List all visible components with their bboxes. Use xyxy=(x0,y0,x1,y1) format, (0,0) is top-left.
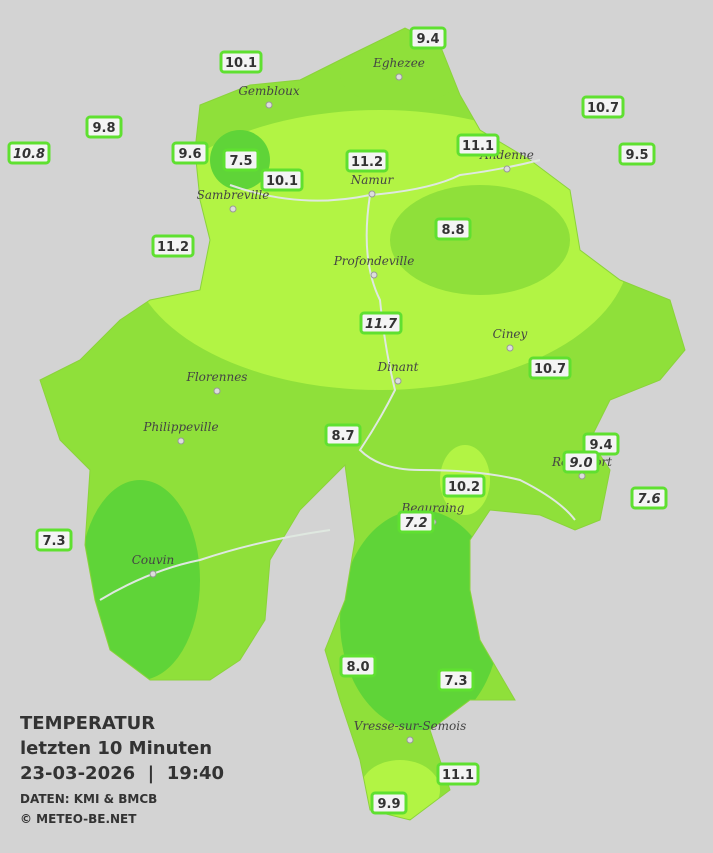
station-value: 10.8 xyxy=(13,147,45,162)
station-box xyxy=(345,149,389,173)
station-box xyxy=(7,141,51,165)
station-value: 7.5 xyxy=(229,154,252,169)
town-label: Sambreville xyxy=(197,188,270,202)
station-value: 11.1 xyxy=(442,768,474,783)
station-box xyxy=(442,474,486,498)
town-dot xyxy=(503,165,511,173)
station-value: 10.1 xyxy=(225,56,257,71)
legend-period: letzten 10 Minuten xyxy=(20,738,212,759)
station-box xyxy=(630,486,668,510)
station-box xyxy=(370,791,408,815)
station-value: 9.9 xyxy=(377,797,400,812)
station-value: 8.7 xyxy=(331,429,354,444)
town-dot xyxy=(265,101,273,109)
town-dot xyxy=(213,387,221,395)
station-value: 9.4 xyxy=(416,32,439,47)
station-box xyxy=(151,234,195,258)
station-value: 8.8 xyxy=(441,223,464,238)
town-dot xyxy=(394,377,402,385)
station-value: 10.1 xyxy=(266,174,298,189)
station-value: 7.3 xyxy=(42,534,65,549)
town-label: Philippeville xyxy=(142,420,218,434)
station-value: 9.5 xyxy=(625,148,648,163)
station-value: 7.6 xyxy=(637,492,660,507)
town-dot xyxy=(177,437,185,445)
town-label: Vresse-sur-Semois xyxy=(354,719,467,733)
station-box xyxy=(456,133,500,157)
station-value: 8.0 xyxy=(346,660,369,675)
station-box xyxy=(581,95,625,119)
station-box xyxy=(171,141,209,165)
station-box xyxy=(359,311,403,335)
station-value: 7.3 xyxy=(444,674,467,689)
town-dot xyxy=(370,271,378,279)
station-box xyxy=(437,668,475,692)
town-label: Gembloux xyxy=(238,84,300,98)
station-value: 7.2 xyxy=(404,516,427,531)
legend-source: DATEN: KMI & BMCB xyxy=(20,792,157,806)
station-value: 10.2 xyxy=(448,480,480,495)
town-label: Namur xyxy=(350,173,395,187)
station-value: 9.6 xyxy=(178,147,201,162)
station-value: 11.1 xyxy=(462,139,494,154)
station-box xyxy=(219,50,263,74)
station-box xyxy=(339,654,377,678)
town-dot xyxy=(506,344,514,352)
town-dot xyxy=(406,736,414,744)
rivers xyxy=(99,159,576,601)
town-dot xyxy=(395,73,403,81)
town-label: Dinant xyxy=(377,360,419,374)
station-box xyxy=(397,510,435,534)
station-value: 9.0 xyxy=(569,456,592,471)
town-label: Eghezee xyxy=(372,56,425,70)
town-dot xyxy=(229,205,237,213)
station-box xyxy=(409,26,447,50)
station-value: 9.4 xyxy=(589,438,612,453)
town-dot xyxy=(368,190,376,198)
station-box xyxy=(528,356,572,380)
town-label: Florennes xyxy=(186,370,248,384)
station-value: 11.2 xyxy=(157,240,189,255)
town-dot xyxy=(578,472,586,480)
station-box xyxy=(260,168,304,192)
station-box xyxy=(85,115,123,139)
station-box xyxy=(35,528,73,552)
station-value: 10.7 xyxy=(587,101,619,116)
station-box xyxy=(434,217,472,241)
station-box xyxy=(324,423,362,447)
town-label: Ciney xyxy=(493,327,528,341)
legend-copyright: © METEO-BE.NET xyxy=(20,812,137,826)
legend-title: TEMPERATUR xyxy=(20,713,155,734)
station-box xyxy=(582,432,620,456)
station-value: 11.7 xyxy=(365,317,398,332)
station-value: 9.8 xyxy=(92,121,115,136)
station-box xyxy=(618,142,656,166)
town-label: Profondeville xyxy=(333,254,415,268)
station-value: 10.7 xyxy=(534,362,566,377)
station-box xyxy=(222,148,260,172)
legend-datetime: 23-03-2026 | 19:40 xyxy=(20,763,224,784)
town-label: Couvin xyxy=(132,553,174,567)
town-dot xyxy=(149,570,157,578)
station-box xyxy=(562,450,600,474)
station-value: 11.2 xyxy=(351,155,383,170)
station-box xyxy=(436,762,480,786)
